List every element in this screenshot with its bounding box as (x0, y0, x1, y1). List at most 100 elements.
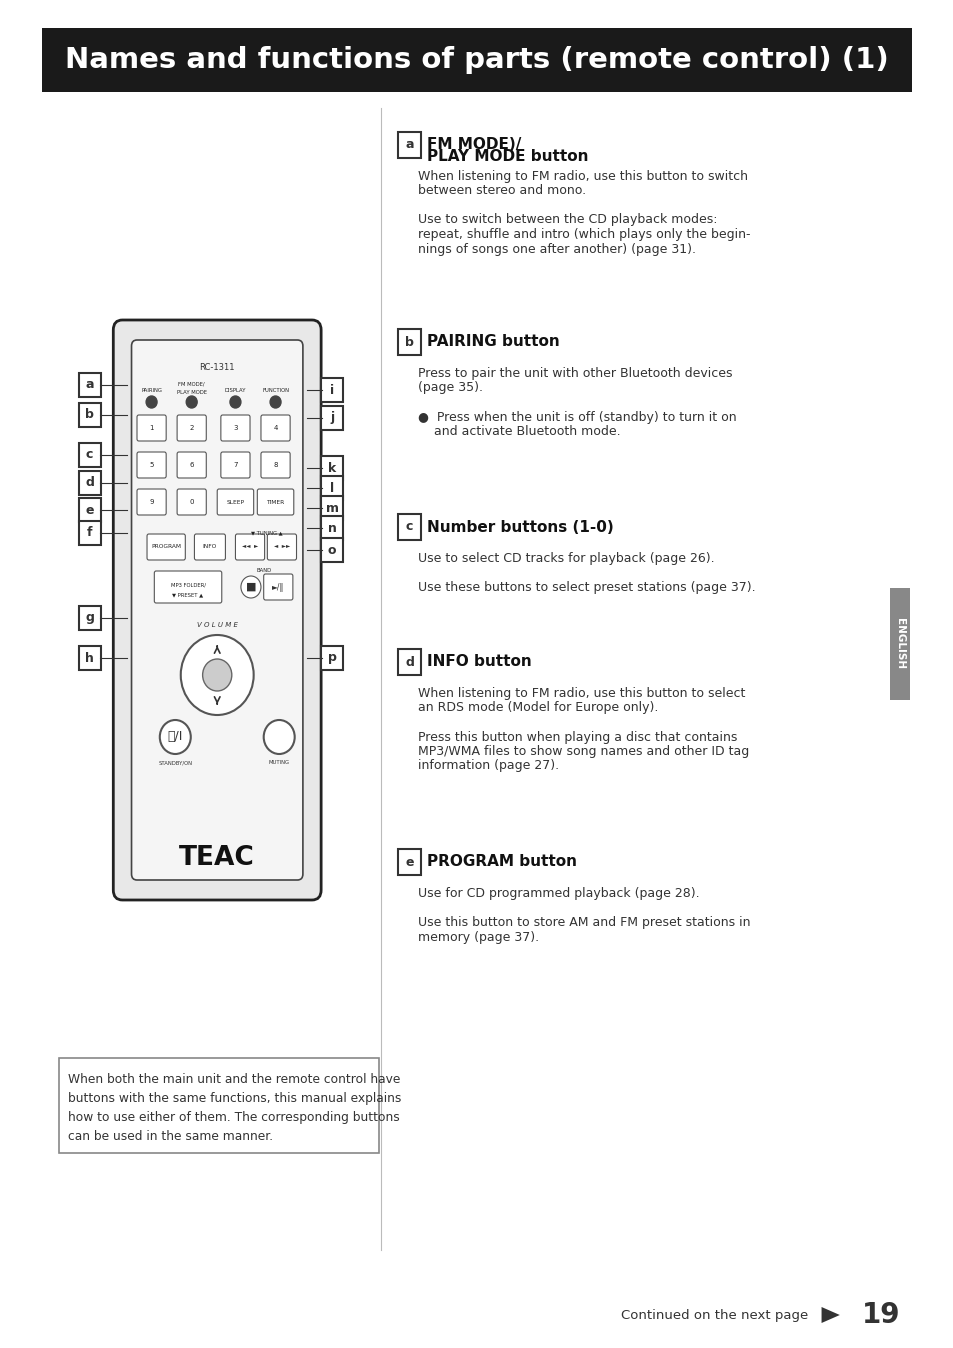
FancyBboxPatch shape (78, 443, 100, 466)
Text: g: g (85, 612, 94, 624)
Text: 6: 6 (190, 462, 193, 468)
Text: d: d (405, 655, 414, 669)
Text: INFO button: INFO button (426, 655, 531, 670)
FancyBboxPatch shape (321, 406, 343, 430)
Text: RC-1311: RC-1311 (199, 364, 234, 372)
Text: Number buttons (1-0): Number buttons (1-0) (426, 519, 613, 535)
Text: 0: 0 (190, 499, 193, 506)
Text: Names and functions of parts (remote control) (1): Names and functions of parts (remote con… (65, 46, 888, 74)
FancyBboxPatch shape (154, 572, 221, 603)
Text: ◄◄  ►: ◄◄ ► (242, 545, 258, 550)
Circle shape (263, 720, 294, 754)
Text: j: j (330, 411, 334, 425)
Text: b: b (405, 336, 414, 349)
Text: l: l (330, 481, 334, 495)
FancyBboxPatch shape (397, 648, 421, 675)
Text: ►/‖: ►/‖ (272, 582, 284, 592)
Text: TEAC: TEAC (179, 845, 254, 871)
Text: an RDS mode (Model for Europe only).: an RDS mode (Model for Europe only). (417, 701, 658, 714)
Text: a: a (405, 139, 414, 151)
Text: When listening to FM radio, use this button to switch: When listening to FM radio, use this but… (417, 170, 747, 183)
Text: MP3/WMA files to show song names and other ID tag: MP3/WMA files to show song names and oth… (417, 745, 748, 758)
FancyBboxPatch shape (321, 377, 343, 402)
FancyBboxPatch shape (147, 534, 185, 559)
FancyBboxPatch shape (177, 489, 206, 515)
Text: 7: 7 (233, 462, 237, 468)
Text: h: h (85, 651, 94, 665)
FancyBboxPatch shape (137, 489, 166, 515)
Text: 4: 4 (274, 425, 277, 431)
Text: between stereo and mono.: between stereo and mono. (417, 185, 585, 198)
Text: PROGRAM button: PROGRAM button (426, 855, 577, 869)
Text: Use this button to store AM and FM preset stations in: Use this button to store AM and FM prese… (417, 917, 749, 929)
Text: i: i (330, 383, 334, 396)
Text: INFO: INFO (203, 545, 217, 550)
FancyBboxPatch shape (78, 520, 100, 545)
FancyBboxPatch shape (397, 849, 421, 875)
FancyBboxPatch shape (78, 403, 100, 427)
Text: p: p (327, 651, 336, 665)
Text: Use to switch between the CD playback modes:: Use to switch between the CD playback mo… (417, 213, 717, 226)
Text: 1: 1 (150, 425, 153, 431)
Text: b: b (85, 408, 94, 422)
Text: PLAY MODE button: PLAY MODE button (426, 150, 588, 164)
Text: how to use either of them. The corresponding buttons: how to use either of them. The correspon… (68, 1111, 399, 1124)
Text: k: k (328, 461, 335, 474)
Text: V O L U M E: V O L U M E (196, 621, 237, 628)
Text: Press this button when playing a disc that contains: Press this button when playing a disc th… (417, 731, 737, 744)
Text: Use for CD programmed playback (page 28).: Use for CD programmed playback (page 28)… (417, 887, 699, 900)
FancyBboxPatch shape (321, 456, 343, 480)
Text: e: e (85, 504, 93, 516)
Circle shape (202, 659, 232, 692)
FancyBboxPatch shape (217, 489, 253, 515)
Text: and activate Bluetooth mode.: and activate Bluetooth mode. (417, 425, 619, 438)
FancyBboxPatch shape (221, 452, 250, 479)
FancyBboxPatch shape (397, 514, 421, 541)
Text: e: e (405, 856, 414, 868)
Text: c: c (86, 449, 93, 461)
Text: ENGLISH: ENGLISH (894, 619, 904, 670)
Text: can be used in the same manner.: can be used in the same manner. (68, 1130, 273, 1143)
Text: FUNCTION: FUNCTION (262, 387, 289, 392)
Polygon shape (821, 1308, 839, 1322)
Text: nings of songs one after another) (page 31).: nings of songs one after another) (page … (417, 243, 695, 256)
Text: 3: 3 (233, 425, 237, 431)
Text: PLAY MODE: PLAY MODE (176, 390, 207, 395)
FancyBboxPatch shape (267, 534, 296, 559)
FancyBboxPatch shape (221, 415, 250, 441)
Text: o: o (328, 543, 336, 557)
FancyBboxPatch shape (78, 646, 100, 670)
Text: 19: 19 (861, 1301, 899, 1329)
Text: ■: ■ (246, 582, 256, 592)
Text: Use to select CD tracks for playback (page 26).: Use to select CD tracks for playback (pa… (417, 551, 714, 565)
Text: m: m (325, 501, 338, 515)
FancyBboxPatch shape (78, 497, 100, 522)
Text: Use these buttons to select preset stations (page 37).: Use these buttons to select preset stati… (417, 581, 755, 594)
Text: ⏻/I: ⏻/I (168, 731, 183, 744)
Polygon shape (889, 588, 909, 700)
Text: TIMER: TIMER (266, 500, 284, 504)
Polygon shape (42, 28, 911, 92)
Circle shape (146, 396, 157, 408)
Text: Continued on the next page: Continued on the next page (620, 1309, 807, 1321)
Text: repeat, shuffle and intro (which plays only the begin-: repeat, shuffle and intro (which plays o… (417, 228, 749, 241)
FancyBboxPatch shape (397, 132, 421, 158)
Text: STANDBY/ON: STANDBY/ON (158, 760, 193, 766)
Text: 2: 2 (190, 425, 193, 431)
Text: ●  Press when the unit is off (standby) to turn it on: ● Press when the unit is off (standby) t… (417, 411, 736, 423)
FancyBboxPatch shape (263, 574, 293, 600)
Text: BAND: BAND (255, 569, 271, 573)
Text: MP3 FOLDER/: MP3 FOLDER/ (171, 582, 205, 588)
Text: SLEEP: SLEEP (226, 500, 244, 504)
FancyBboxPatch shape (78, 373, 100, 398)
Text: FM MODE)/: FM MODE)/ (426, 137, 520, 152)
Text: When both the main unit and the remote control have: When both the main unit and the remote c… (68, 1073, 399, 1086)
Text: PROGRAM: PROGRAM (151, 545, 181, 550)
FancyBboxPatch shape (321, 516, 343, 541)
Circle shape (241, 576, 261, 599)
FancyBboxPatch shape (78, 470, 100, 495)
FancyBboxPatch shape (321, 646, 343, 670)
FancyBboxPatch shape (321, 496, 343, 520)
FancyBboxPatch shape (113, 319, 321, 900)
FancyBboxPatch shape (132, 340, 303, 880)
